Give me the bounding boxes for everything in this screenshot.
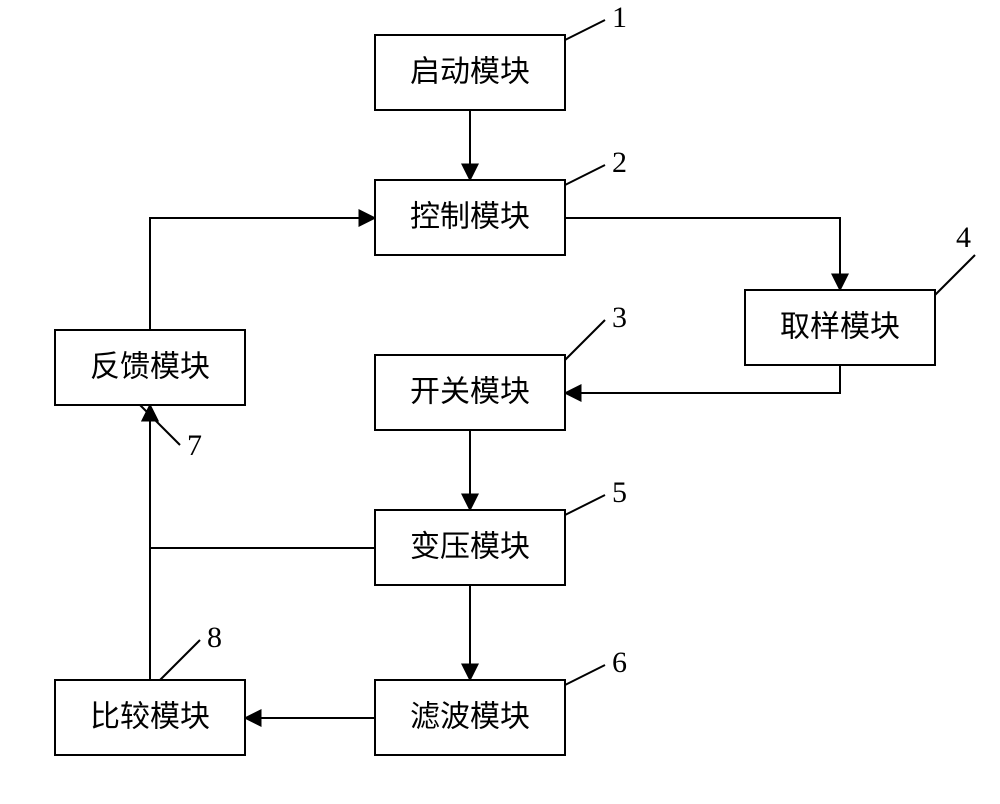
node-label-n1: 启动模块 [410,55,530,88]
node-n6: 滤波模块 [375,680,565,755]
nodes-layer: 启动模块控制模块开关模块 取样模块变压模块滤波模块 反馈模块比较模块 [55,35,935,755]
node-label-n3: 开关模块 [410,375,530,408]
edge-n5-n7 [150,405,375,548]
node-label-n6: 滤波模块 [410,700,530,733]
node-n3: 开关模块 [375,355,565,430]
node-n2: 控制模块 [375,180,565,255]
leader-n2 [565,165,605,185]
node-n4: 取样模块 [745,290,935,365]
leader-n1 [565,20,605,40]
node-label-n5: 变压模块 [410,530,530,563]
ref-digit-n1: 1 [612,1,627,34]
node-label-n8: 比较模块 [90,700,210,733]
ref-digit-n4: 4 [956,221,971,254]
leader-n4 [935,255,975,295]
ref-digit-n6: 6 [612,646,627,679]
node-n7: 反馈模块 [55,330,245,405]
node-n8: 比较模块 [55,680,245,755]
node-label-n7: 反馈模块 [90,350,210,383]
node-n5: 变压模块 [375,510,565,585]
ref-digit-n5: 5 [612,476,627,509]
leader-n7 [140,405,180,445]
edge-n4-n3 [565,365,840,393]
node-label-n2: 控制模块 [410,200,530,233]
ref-digit-n2: 2 [612,146,627,179]
ref-digit-n7: 7 [187,429,202,462]
leader-n6 [565,665,605,685]
ref-digit-n3: 3 [612,301,627,334]
node-n1: 启动模块 [375,35,565,110]
leader-n5 [565,495,605,515]
node-label-n4: 取样模块 [780,310,900,343]
edge-n2-n4 [565,218,840,290]
edge-n7-n2 [150,218,375,330]
block-diagram: 启动模块控制模块开关模块 取样模块变压模块滤波模块 反馈模块比较模块 1 2 3 4 5 6 7… [0,0,1000,804]
ref-digit-n8: 8 [207,621,222,654]
leader-n3 [565,320,605,360]
leader-n8 [160,640,200,680]
